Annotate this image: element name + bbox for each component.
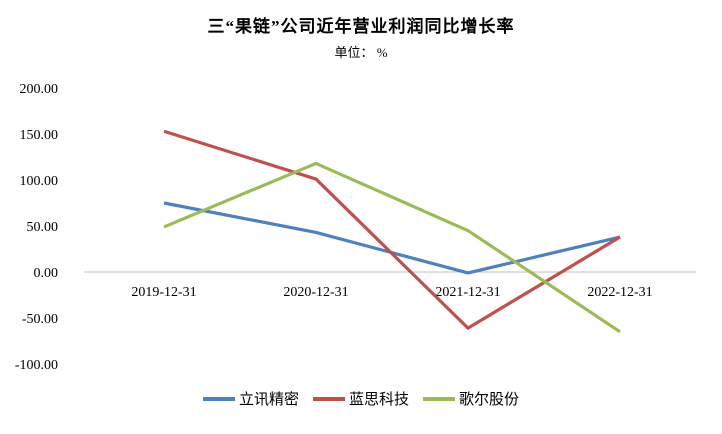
x-tick-label: 2020-12-31	[283, 285, 348, 300]
legend-swatch	[202, 396, 235, 401]
legend-label: 蓝思科技	[348, 392, 409, 408]
series-line-0	[163, 201, 621, 275]
legend-swatch	[423, 396, 455, 401]
y-tick-label: 200.00	[20, 82, 59, 97]
legend-item-0: 立讯精密	[202, 388, 299, 409]
x-tick-label: 2021-12-31	[435, 285, 500, 300]
x-tick-label: 2022-12-31	[587, 285, 652, 300]
legend-item-1: 蓝思科技	[312, 388, 409, 409]
legend-label: 歌尔股份	[459, 392, 520, 408]
legend-item-2: 歌尔股份	[423, 388, 519, 409]
y-tick-label: 100.00	[20, 174, 59, 189]
chart-title: 三“果链”公司近年营业利润同比增长率	[207, 17, 515, 36]
series-line-2	[163, 161, 621, 334]
y-tick-label: 150.00	[20, 128, 59, 143]
y-tick-label: -100.00	[15, 358, 58, 373]
y-tick-label: 50.00	[27, 220, 59, 235]
x-tick-label: 2019-12-31	[131, 285, 196, 300]
legend-label: 立讯精密	[238, 392, 299, 408]
legend: 立讯精密 蓝思科技 歌尔股份	[0, 388, 722, 409]
y-tick-label: 0.00	[34, 266, 59, 281]
chart-subtitle: 单位： %	[334, 45, 388, 60]
legend-swatch	[312, 396, 345, 401]
y-tick-label: -50.00	[22, 312, 58, 327]
series-line-1	[163, 129, 621, 331]
